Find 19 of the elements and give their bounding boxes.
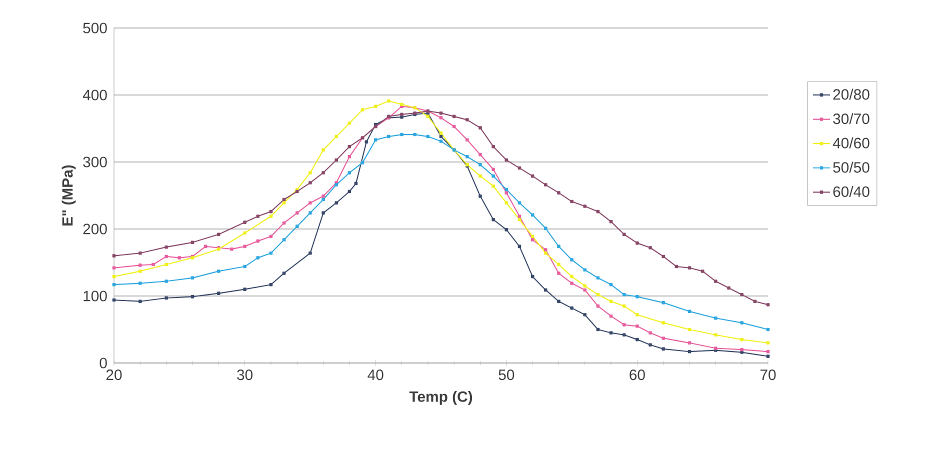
x-tick-label: 30 <box>237 370 253 380</box>
y-tick-label: 500 <box>83 22 107 34</box>
y-tick-label: 100 <box>84 290 107 302</box>
y-tick-label: 200 <box>83 224 107 234</box>
x-tick-label: 50 <box>498 370 514 380</box>
y-tick-label: 300 <box>83 156 107 168</box>
legend-label: 50/50 <box>833 162 870 173</box>
x-tick-label: 60 <box>630 370 645 380</box>
x-tick-label: 70 <box>760 370 776 380</box>
y-axis-title: E" (MPa) <box>62 165 76 226</box>
legend-label: 20/80 <box>833 88 870 100</box>
x-axis-title: Temp (C) <box>409 390 472 405</box>
x-tick-label: 40 <box>368 370 384 380</box>
legend-label: 60/40 <box>833 186 870 197</box>
legend-label: 30/70 <box>833 113 870 124</box>
x-tick-label: 20 <box>106 370 122 380</box>
y-tick-label: 0 <box>100 358 107 368</box>
y-tick-label: 400 <box>82 90 107 100</box>
legend-label: 40/60 <box>832 137 870 148</box>
